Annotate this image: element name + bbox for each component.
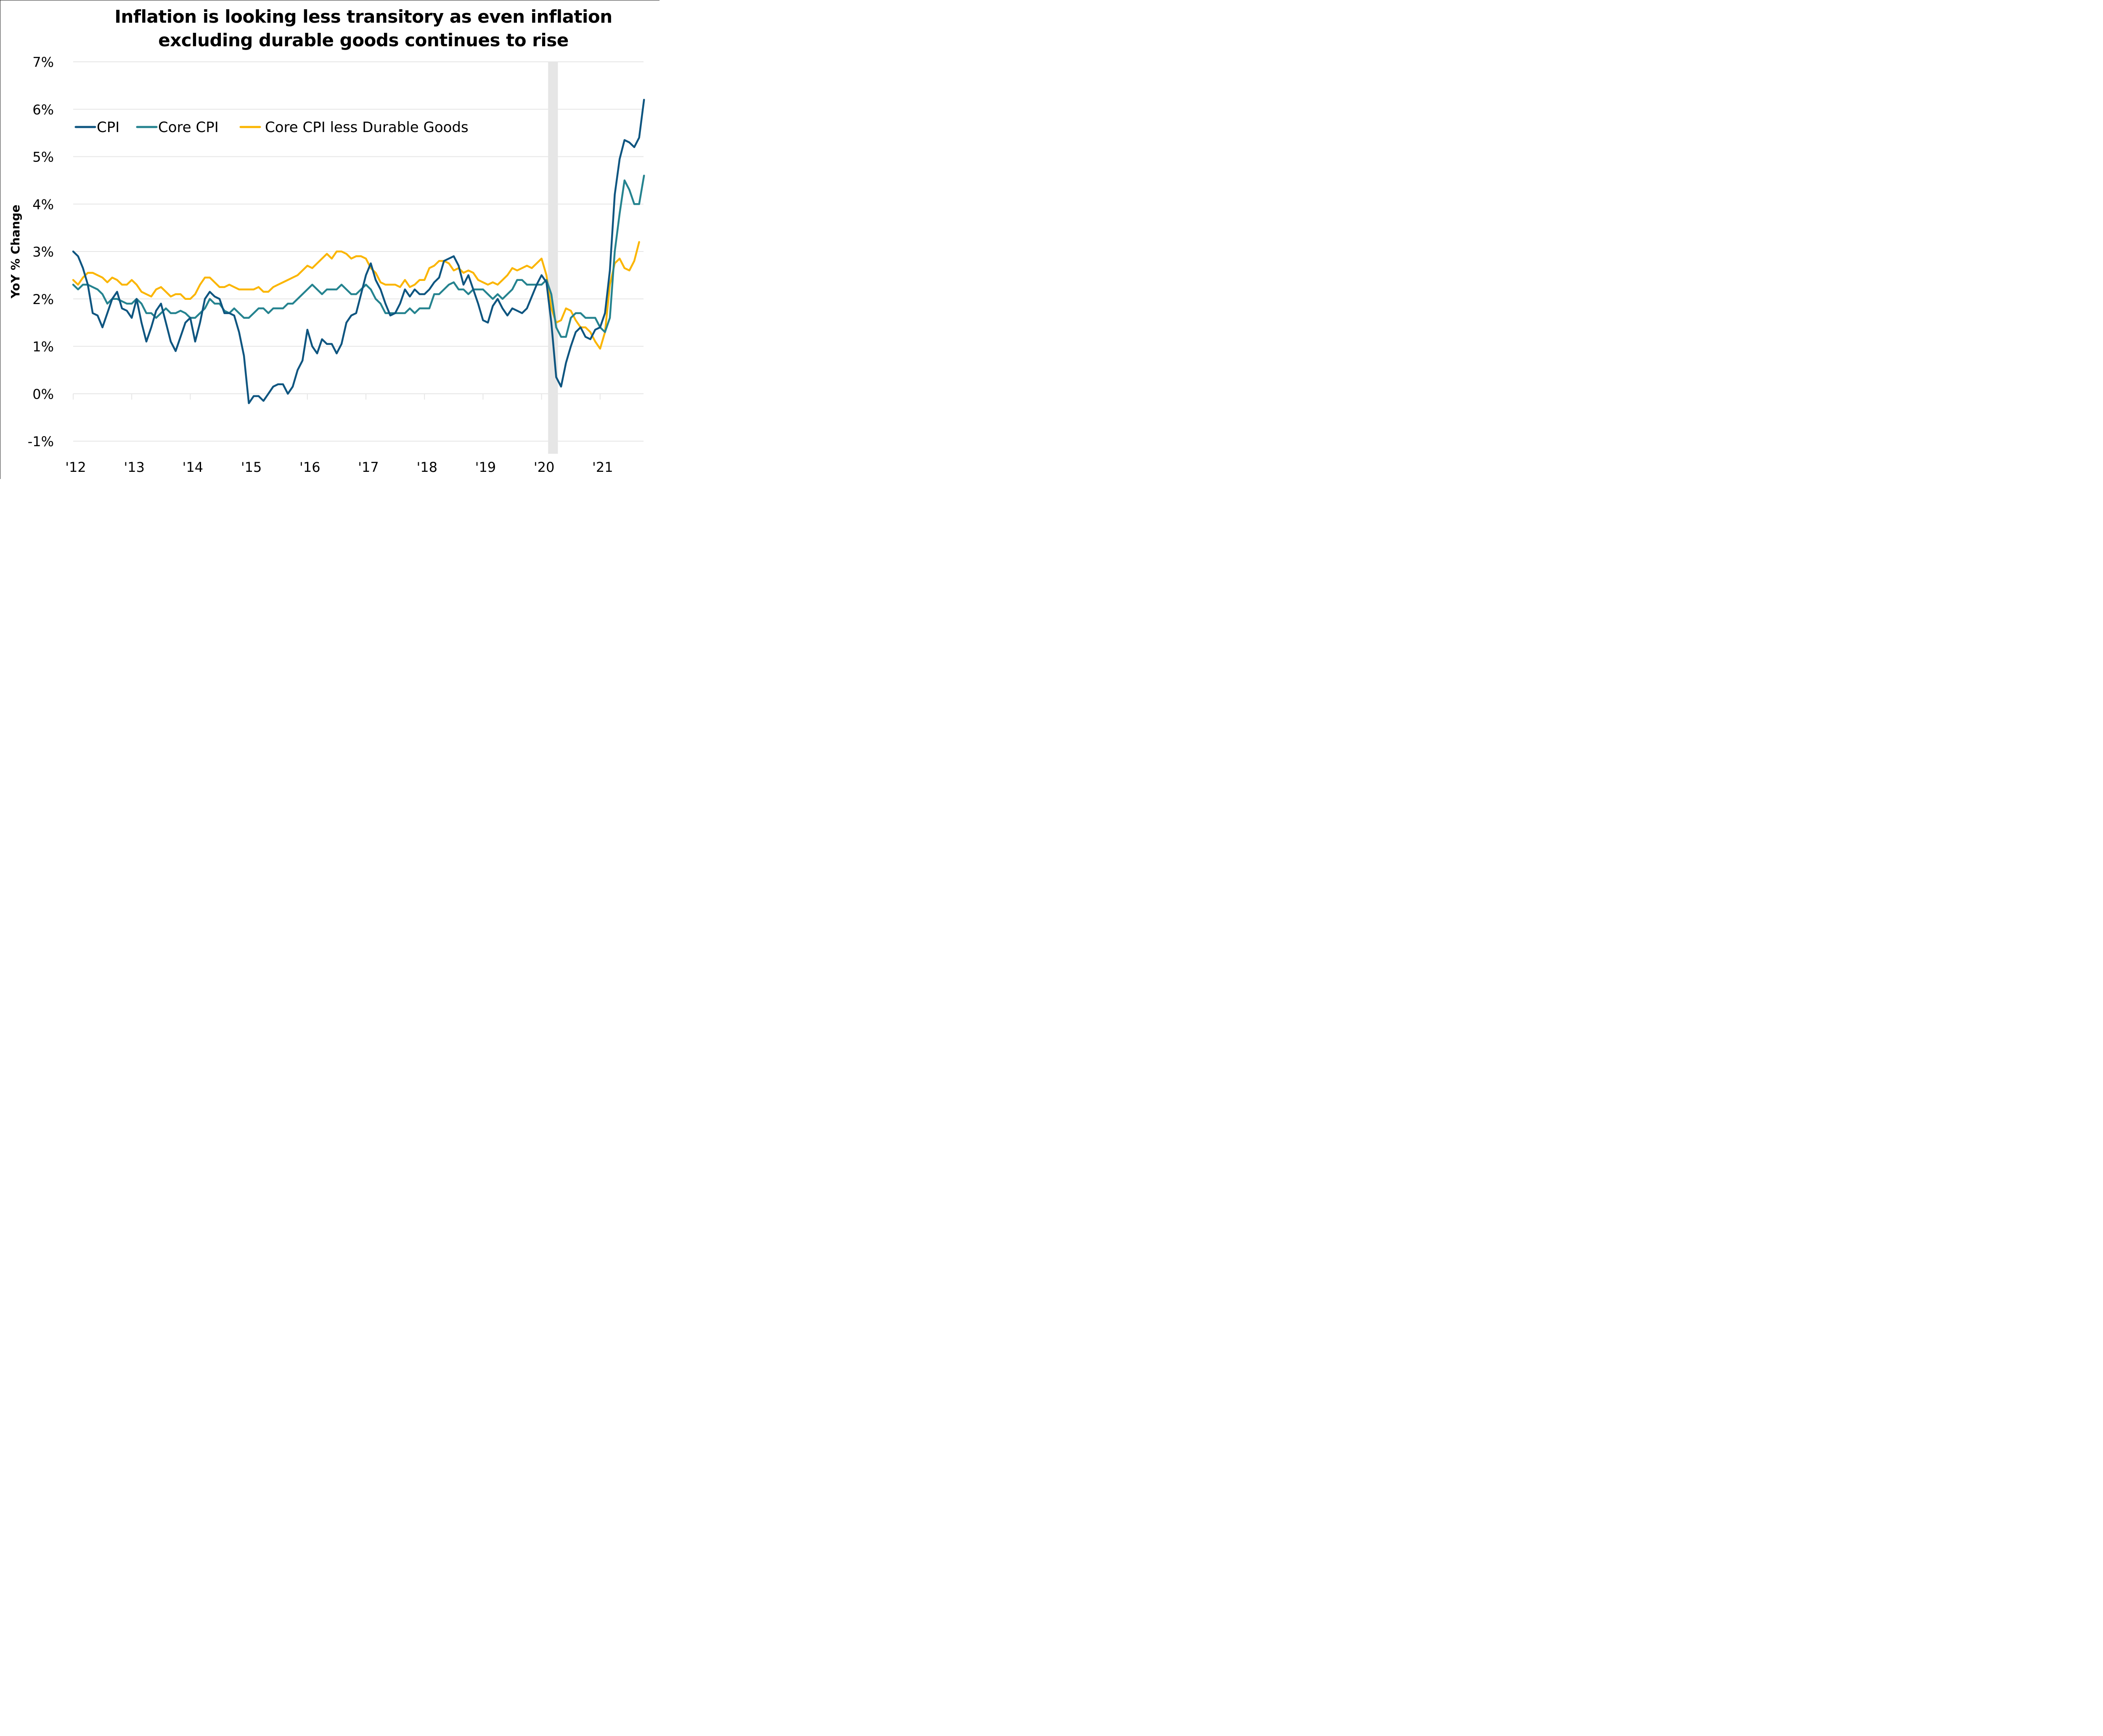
y-tick-label: 7% [32,54,54,70]
legend-label: CPI [97,119,119,136]
series-line-core-cpi-less-durable-goods [72,241,640,350]
recession-shading-group [548,62,558,454]
x-tick-label: '16 [299,459,320,475]
y-tick-label: 0% [32,386,54,402]
y-tick-label: -1% [28,434,54,450]
series-lines [72,98,645,405]
x-tick-label: '19 [475,459,496,475]
x-axis-tick-labels: '12 '13 '14 '15 '16 '17 '18 '19 '20 '21 [65,459,613,475]
recession-band [548,62,558,454]
y-tick-label: 2% [32,291,54,307]
legend-label: Core CPI less Durable Goods [265,119,469,136]
x-tick-label: '21 [592,459,613,475]
y-axis-tick-labels: -1% 0% 1% 2% 3% 4% 5% 6% 7% [28,54,54,450]
y-axis-label: YoY % Change [8,204,22,299]
legend: CPI Core CPI Core CPI less Durable Goods [74,119,469,136]
x-tick-label: '15 [241,459,262,475]
y-tick-label: 5% [32,149,54,165]
chart-title-line-2: excluding durable goods continues to ris… [158,30,569,50]
x-tick-label: '12 [65,459,86,475]
y-tick-label: 3% [32,244,54,260]
line-chart: -1%0%1%2%3%4%5%6%7% '12'13'14'15'16'17'1… [8,54,645,475]
series-line-cpi [72,98,645,405]
y-tick-label: 4% [32,196,54,212]
chart-frame [0,0,660,479]
legend-label: Core CPI [158,119,219,136]
x-tick-label: '14 [183,459,204,475]
x-tick-label: '20 [534,459,555,475]
y-tick-label: 1% [32,339,54,355]
x-tick-label: '13 [124,459,145,475]
y-tick-label: 6% [32,102,54,118]
chart-title: Inflation is looking less transitory as … [0,5,660,52]
chart-title-line-1: Inflation is looking less transitory as … [114,6,612,27]
x-tick-label: '18 [416,459,437,475]
x-axis-ticks [73,394,601,400]
series-line-core-cpi [72,175,645,338]
x-tick-label: '17 [358,459,379,475]
gridlines [73,61,644,442]
